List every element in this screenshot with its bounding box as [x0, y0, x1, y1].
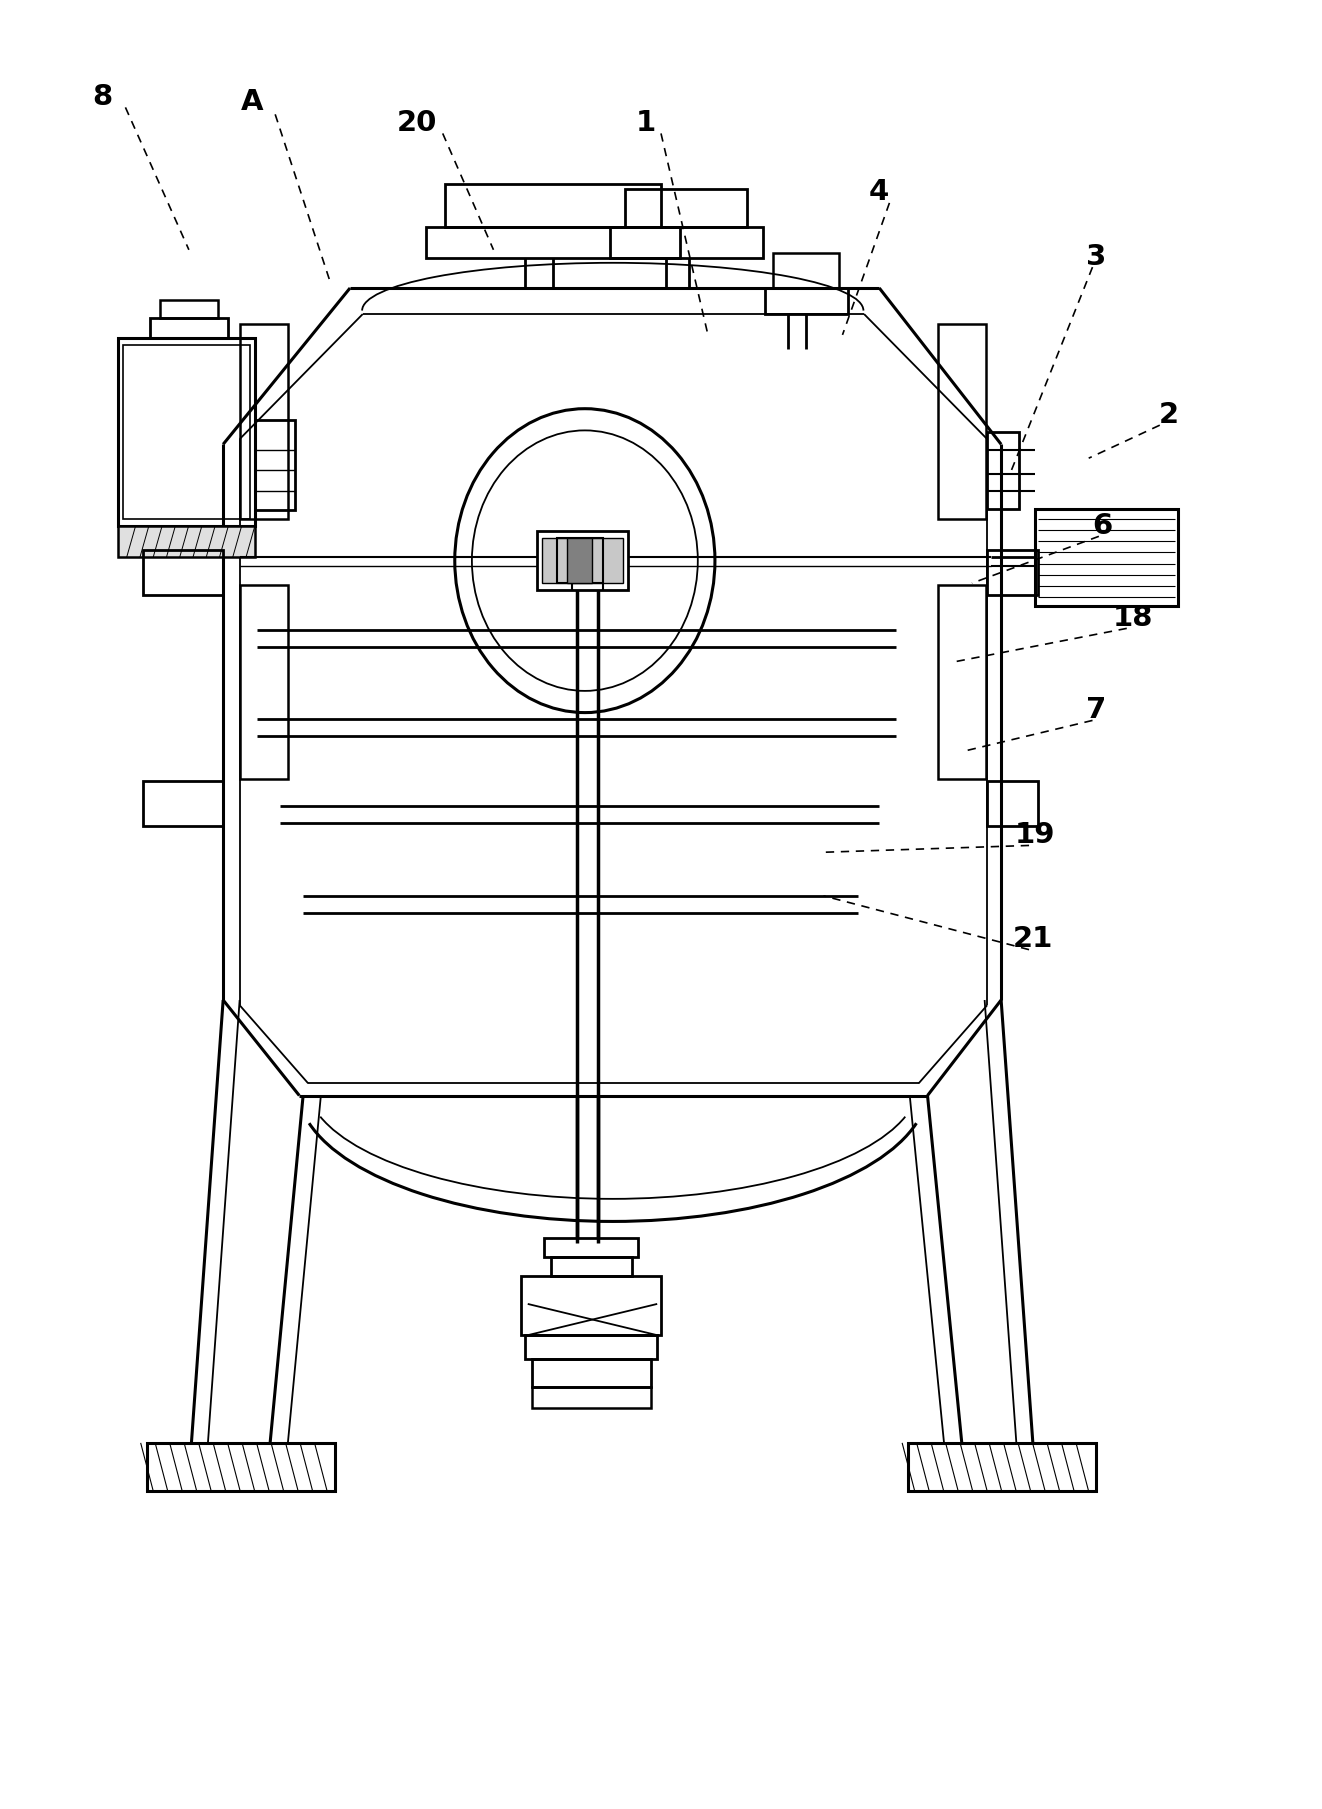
Text: 7: 7	[1087, 696, 1107, 724]
Bar	[988, 781, 1038, 827]
Bar	[123, 346, 250, 519]
Bar	[937, 324, 986, 519]
Text: 1: 1	[636, 109, 656, 137]
Text: 20: 20	[397, 109, 438, 137]
Bar	[908, 1444, 1096, 1491]
Bar	[147, 1444, 334, 1491]
Bar	[611, 228, 763, 259]
Bar	[625, 188, 747, 228]
Bar	[239, 324, 288, 519]
Bar	[521, 1275, 661, 1335]
Bar	[1035, 508, 1178, 606]
Bar	[542, 537, 623, 582]
Bar	[160, 300, 218, 318]
Bar	[937, 584, 986, 780]
Bar	[118, 338, 255, 526]
Bar	[143, 550, 223, 595]
Text: 19: 19	[1015, 821, 1056, 848]
Bar	[765, 288, 847, 315]
Text: 8: 8	[93, 83, 112, 110]
Bar	[557, 537, 603, 582]
Bar	[426, 228, 680, 259]
Bar	[545, 1237, 639, 1257]
Bar	[143, 781, 223, 827]
Text: A: A	[241, 89, 263, 116]
Bar	[239, 584, 288, 780]
Bar	[446, 185, 661, 228]
Text: 4: 4	[869, 179, 890, 206]
Bar	[118, 526, 255, 557]
Text: 21: 21	[1013, 924, 1054, 953]
Bar	[988, 432, 1019, 508]
Text: 18: 18	[1113, 604, 1153, 631]
Text: 6: 6	[1092, 512, 1113, 539]
Bar	[537, 532, 628, 590]
Text: 3: 3	[1087, 242, 1107, 271]
Bar	[255, 420, 296, 510]
Bar	[988, 550, 1038, 595]
Bar	[531, 1388, 650, 1407]
Bar	[525, 1335, 657, 1360]
Bar	[531, 1360, 650, 1388]
Text: 2: 2	[1158, 402, 1179, 429]
Bar	[772, 253, 838, 288]
Bar	[567, 537, 592, 582]
Bar	[550, 1257, 632, 1275]
Bar	[149, 318, 229, 338]
